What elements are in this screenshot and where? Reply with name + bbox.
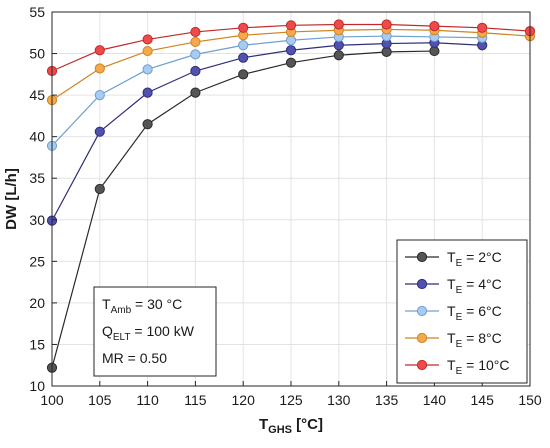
x-tick-label: 135: [375, 392, 399, 408]
data-point: [94, 45, 105, 56]
y-tick-label: 50: [29, 46, 45, 62]
data-point: [238, 40, 249, 51]
tick-labels: 100 105 110 115 120 125 130 135 140 145 150 10 15 20 2…: [29, 4, 541, 408]
series-line: [51, 35, 483, 147]
annotation-box: TAmb = 30 °C QELT = 100 kW MR = 0.50: [93, 286, 217, 377]
data-point: [190, 36, 201, 48]
data-point: [238, 22, 249, 33]
legend-marker: [416, 332, 428, 344]
y-axis-label: DW [L/h]: [3, 168, 20, 230]
annotation-frame: [93, 286, 217, 377]
data-point: [238, 52, 249, 63]
y-tick-label: 55: [29, 4, 45, 20]
x-tick-label: 145: [471, 392, 495, 408]
y-tick-label: 40: [29, 129, 45, 145]
data-point: [190, 49, 201, 60]
legend-label: TE = 6°C: [447, 303, 502, 323]
x-tick-label: 110: [136, 392, 159, 408]
y-tick-label: 20: [29, 295, 45, 311]
y-tick-label: 30: [29, 212, 45, 228]
legend-marker: [416, 359, 428, 371]
data-point: [190, 26, 201, 38]
series-line: [51, 42, 483, 221]
data-point: [94, 126, 105, 137]
data-point: [142, 119, 153, 130]
annotation-mass-ratio: MR = 0.50: [102, 350, 167, 366]
x-tick-label: 100: [40, 392, 64, 408]
data-point: [238, 69, 249, 80]
legend-label: TE = 2°C: [447, 249, 502, 269]
series-2: [46, 31, 488, 151]
x-tick-label: 125: [279, 392, 303, 408]
data-point: [142, 64, 153, 75]
data-point: [94, 183, 105, 195]
legend: TE = 2°C TE = 4°C TE = 6°C TE = 8°C TE = 10°…: [396, 239, 528, 384]
data-point: [333, 50, 344, 61]
data-point: [142, 87, 153, 98]
series-1: [46, 37, 488, 226]
x-tick-label: 115: [184, 392, 207, 408]
legend-marker: [416, 251, 428, 263]
data-point: [142, 45, 153, 57]
data-point: [190, 65, 201, 77]
data-point: [94, 63, 105, 74]
legend-label: TE = 10°C: [447, 357, 509, 377]
data-point: [285, 45, 297, 56]
data-point: [477, 22, 488, 33]
data-point: [429, 21, 440, 32]
data-point: [285, 20, 297, 31]
legend-marker: [416, 278, 428, 290]
annotation-heat-load: QELT = 100 kW: [102, 323, 195, 343]
x-tick-label: 150: [518, 392, 542, 408]
x-tick-label: 105: [88, 392, 112, 408]
legend-label: TE = 8°C: [447, 330, 502, 350]
y-tick-label: 25: [29, 253, 45, 269]
data-point: [190, 87, 201, 98]
data-point: [94, 90, 105, 101]
legend-marker: [416, 305, 428, 317]
y-tick-label: 45: [29, 87, 45, 103]
data-point: [381, 19, 392, 30]
annotation-ambient-temp: TAmb = 30 °C: [102, 296, 182, 316]
x-tick-label: 140: [423, 392, 447, 408]
data-point: [285, 57, 297, 68]
y-tick-label: 15: [29, 336, 45, 352]
x-tick-label: 120: [232, 392, 256, 408]
x-axis-label: TGHS [°C]: [259, 416, 323, 436]
y-tick-label: 10: [29, 378, 45, 394]
legend-label: TE = 4°C: [447, 276, 502, 296]
y-tick-label: 35: [29, 170, 45, 186]
data-point: [142, 34, 153, 45]
x-tick-label: 130: [327, 392, 351, 408]
data-point: [333, 19, 344, 30]
series-0: [46, 45, 440, 373]
